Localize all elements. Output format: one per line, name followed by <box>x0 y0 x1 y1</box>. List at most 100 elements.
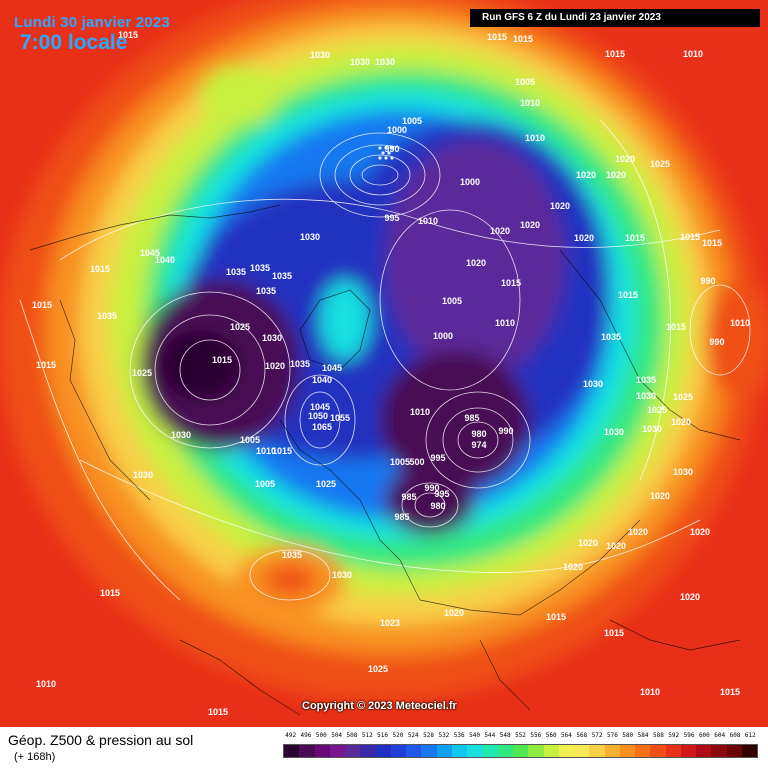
high-center-marker <box>378 146 394 160</box>
pressure-label: 1015 <box>625 233 645 243</box>
pressure-label: 1015 <box>118 30 138 40</box>
coastlines <box>29 204 741 716</box>
pressure-label: 1030 <box>300 232 320 242</box>
colorbar-tick-label: 608 <box>729 732 741 739</box>
colorbar-swatch <box>574 745 590 757</box>
colorbar-swatch <box>619 745 636 757</box>
pressure-label: 1015 <box>212 355 232 365</box>
pressure-label: 1030 <box>262 333 282 343</box>
colorbar-tick-label: 588 <box>652 732 664 739</box>
pressure-label: 1045 <box>310 402 330 412</box>
colorbar-swatch <box>497 745 513 757</box>
pressure-label: 1005 <box>442 296 462 306</box>
pressure-label: 1020 <box>490 226 510 236</box>
colorbar-tick-label: 600 <box>698 732 710 739</box>
pressure-label: 1035 <box>601 332 621 342</box>
colorbar-swatch <box>375 745 391 757</box>
colorbar-tick-label: 596 <box>683 732 695 739</box>
colorbar-tick-label: 584 <box>637 732 649 739</box>
pressure-label: 1010 <box>730 318 750 328</box>
colorbar-swatch <box>680 745 697 757</box>
pressure-label: 990 <box>709 337 724 347</box>
colorbar-swatch <box>329 745 346 757</box>
pressure-label: 1035 <box>256 286 276 296</box>
pressure-label: 1010 <box>520 98 540 108</box>
pressure-label: 1025 <box>673 392 693 402</box>
pressure-label: 1035 <box>226 267 246 277</box>
colorbar-tick-label: 532 <box>438 732 450 739</box>
pressure-label: 1010 <box>410 407 430 417</box>
colorbar-swatch <box>512 745 529 757</box>
pressure-label: 1065 <box>312 422 332 432</box>
pressure-label: 1020 <box>265 361 285 371</box>
colorbar-tick-label: 536 <box>453 732 465 739</box>
colorbar-swatch <box>543 745 559 757</box>
pressure-label: 1020 <box>606 170 626 180</box>
colorbar-tick-label: 524 <box>407 732 419 739</box>
colorbar-tick-label: 528 <box>423 732 434 739</box>
colorbar-swatch <box>436 745 452 757</box>
pressure-label: 1015 <box>604 628 624 638</box>
pressure-label: 1015 <box>702 238 722 248</box>
pressure-label: 1025 <box>132 368 152 378</box>
colorbar-swatch <box>421 745 437 757</box>
pressure-label: 1015 <box>487 32 507 42</box>
colorbar-tick-label: 580 <box>622 732 634 739</box>
field-title: Géop. Z500 & pression au sol <box>8 732 194 748</box>
pressure-label: 1040 <box>155 255 175 265</box>
colorbar-swatch <box>406 745 422 757</box>
pressure-label: 1030 <box>332 570 352 580</box>
pressure-label: 1035 <box>272 271 292 281</box>
pressure-label: 1030 <box>350 57 370 67</box>
pressure-label: 1025 <box>316 479 336 489</box>
colorbar-tick-label: 564 <box>561 732 572 739</box>
pressure-label: 1035 <box>636 375 656 385</box>
colorbar-tick-label: 508 <box>346 732 358 739</box>
copyright-notice: Copyright © 2023 Meteociel.fr <box>302 700 457 712</box>
pressure-label: 1020 <box>650 491 670 501</box>
pressure-label: 1020 <box>466 258 486 268</box>
pressure-label: 1005 <box>240 435 260 445</box>
colorbar-swatch <box>528 745 544 757</box>
colorbar-tick-label: 612 <box>744 732 756 739</box>
pressure-label: 1010 <box>418 216 438 226</box>
colorbar-tick-label: 556 <box>530 732 542 739</box>
pressure-label: 1025 <box>647 405 667 415</box>
colorbar-swatch <box>467 745 483 757</box>
pressure-label: 1035 <box>282 550 302 560</box>
pressure-label: 1000 <box>433 331 453 341</box>
pressure-label: 1055 <box>330 413 350 423</box>
pressure-label: 1020 <box>576 170 596 180</box>
colorbar-swatch <box>390 745 407 757</box>
pressure-label: 1045 <box>140 248 160 258</box>
pressure-label: 1015 <box>680 232 700 242</box>
pressure-label: 995 <box>434 489 449 499</box>
pressure-label: 1010 <box>640 687 660 697</box>
colorbar-swatch <box>665 745 681 757</box>
colorbar <box>283 744 758 758</box>
colorbar-tick-label: 572 <box>591 732 603 739</box>
colorbar-tick-label: 592 <box>668 732 680 739</box>
colorbar-swatch <box>451 745 468 757</box>
colorbar-tick-label: 568 <box>576 732 588 739</box>
pressure-label: 1005 <box>402 116 422 126</box>
pressure-label: 1015 <box>272 446 292 456</box>
colorbar-tick-label: 520 <box>392 732 404 739</box>
pressure-label: 995 <box>430 453 445 463</box>
colorbar-swatch <box>345 745 361 757</box>
colorbar-swatch <box>299 745 315 757</box>
colorbar-swatch <box>741 745 758 757</box>
pressure-label: 1025 <box>230 322 250 332</box>
pressure-label: 1005 <box>390 457 410 467</box>
pressure-label: 1005 <box>515 77 535 87</box>
colorbar-tick-label: 496 <box>300 732 312 739</box>
pressure-label: 990 <box>700 276 715 286</box>
pressure-label: 1023 <box>380 618 400 628</box>
pressure-label: 1025 <box>650 159 670 169</box>
colorbar-tick-label: 512 <box>361 732 373 739</box>
pressure-label: 1020 <box>563 562 583 572</box>
pressure-label: 1030 <box>375 57 395 67</box>
pressure-label: 1030 <box>673 467 693 477</box>
colorbar-tick-label: 500 <box>315 732 327 739</box>
